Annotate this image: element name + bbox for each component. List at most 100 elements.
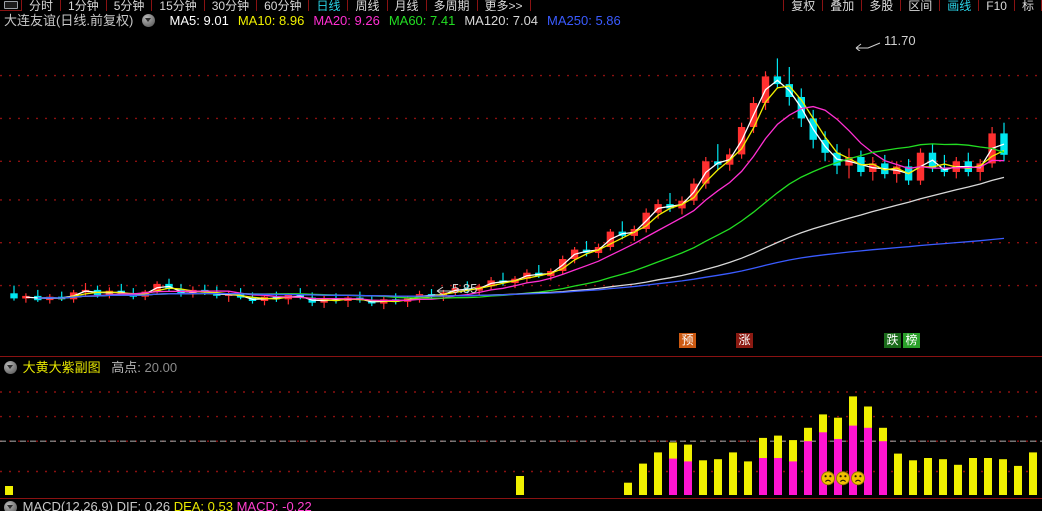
window-glyph xyxy=(3,1,18,9)
toolbar-tool-1[interactable]: 叠加 xyxy=(823,0,863,11)
indicator-bar-magenta-11 xyxy=(759,458,767,495)
indicator-bar-yellow-0 xyxy=(5,486,13,495)
ma-legend-item-2: MA20: 9.26 xyxy=(313,13,380,28)
low-pointer-arrow xyxy=(436,286,452,296)
toolbar-item-10[interactable]: 更多>> xyxy=(478,0,531,11)
indicator-bar-magenta-5 xyxy=(669,458,677,495)
rank-badge-2[interactable]: 跌 xyxy=(884,333,901,348)
top-toolbar[interactable]: 分时 1分钟 5分钟 15分钟 30分钟 60分钟 日线 周线 月线 多周期 更多>> 复权 叠加 多股… xyxy=(0,0,1042,12)
toolbar-item-9[interactable]: 多周期 xyxy=(427,0,478,11)
rank-badge-3[interactable]: 榜 xyxy=(903,333,920,348)
macd-panel[interactable]: MACD(12,26,9) DIF: 0.26 DEA: 0.53 MACD: … xyxy=(0,498,1042,511)
candle-body xyxy=(10,293,18,299)
indicator-bar-magenta-6 xyxy=(684,461,692,495)
frowning-face-icon xyxy=(851,471,865,486)
high-price-callout: 11.70 xyxy=(855,33,916,51)
sub-chart-panel[interactable]: 大黄大紫副图 高点: 20.00 xyxy=(0,356,1042,499)
toolbar-item-7[interactable]: 周线 xyxy=(348,0,388,11)
toolbar-tool-2[interactable]: 多股 xyxy=(862,0,902,11)
ma-legend-item-3: MA60: 7.41 xyxy=(388,13,456,28)
toolbar-item-6[interactable]: 日线 xyxy=(309,0,349,11)
ma-line-MA5 xyxy=(25,79,1005,303)
toolbar-item-8[interactable]: 月线 xyxy=(388,0,427,11)
indicator-bar-yellow-22 xyxy=(924,458,932,495)
chevron-down-circle-icon[interactable] xyxy=(141,14,155,27)
indicator-bar-magenta-16 xyxy=(834,439,842,495)
window-icon[interactable] xyxy=(0,0,22,11)
indicator-bar-yellow-9 xyxy=(729,452,737,495)
price-plot[interactable] xyxy=(0,31,1042,355)
dif-label: DIF: xyxy=(116,499,142,511)
indicator-bar-yellow-3 xyxy=(639,463,647,495)
main-chart-panel[interactable]: 大连友谊(日线.前复权) MA5: 9.01 MA10: 8.96 MA20: 9.… xyxy=(0,11,1042,355)
indicator-bar-magenta-14 xyxy=(804,441,812,495)
toolbar-spacer xyxy=(531,0,785,11)
toolbar-period-group[interactable]: 分时 1分钟 5分钟 15分钟 30分钟 60分钟 日线 周线 月线 多周期 更多>> xyxy=(22,0,531,11)
chevron-down-circle-icon[interactable] xyxy=(4,501,17,511)
main-chart-header: 大连友谊(日线.前复权) MA5: 9.01 MA10: 8.96 MA20: 9.… xyxy=(0,11,621,31)
sub-stat-label: 高点: xyxy=(111,360,141,375)
candlestick-series xyxy=(10,58,1008,310)
indicator-bar-yellow-8 xyxy=(714,459,722,495)
indicator-bar-yellow-27 xyxy=(999,459,1007,495)
ma-line-MA20 xyxy=(37,105,1005,302)
toolbar-item-2[interactable]: 5分钟 xyxy=(107,0,153,11)
dea-label: DEA: xyxy=(173,499,205,511)
indicator-bar-yellow-24 xyxy=(954,464,962,495)
toolbar-item-3[interactable]: 15分钟 xyxy=(152,0,205,11)
indicator-plot[interactable] xyxy=(0,377,1042,499)
low-price-value: 5.85 xyxy=(452,281,478,296)
ma-legend-item-1: MA10: 8.96 xyxy=(237,13,305,28)
high-pointer-line xyxy=(855,42,881,51)
stock-name[interactable]: 大连友谊 xyxy=(4,13,57,28)
toolbar-item-4[interactable]: 30分钟 xyxy=(205,0,258,11)
indicator-bar-yellow-7 xyxy=(699,460,707,495)
sub-stat-value: 20.00 xyxy=(144,360,178,375)
indicator-bar-yellow-21 xyxy=(909,460,917,495)
ma-legend: MA5: 9.01 MA10: 8.96 MA20: 9.26 MA60: 7.41 M… xyxy=(161,13,621,28)
indicator-bar-yellow-26 xyxy=(984,458,992,495)
ma-line-MA10 xyxy=(37,85,1005,303)
toolbar-item-1[interactable]: 1分钟 xyxy=(61,0,107,11)
frowning-face-icon xyxy=(836,471,850,486)
toolbar-tools-group[interactable]: 复权 叠加 多股 区间 画线 F10 标 xyxy=(784,0,1042,11)
indicator-bar-magenta-17 xyxy=(849,425,857,495)
toolbar-tool-5[interactable]: F10 xyxy=(979,0,1015,11)
indicator-bar-yellow-2 xyxy=(624,482,632,495)
toolbar-tool-4[interactable]: 画线 xyxy=(940,0,980,11)
ma-legend-item-5: MA250: 5.86 xyxy=(547,13,621,28)
ma-legend-item-0: MA5: 9.01 xyxy=(169,13,229,28)
indicator-bar-magenta-15 xyxy=(819,432,827,495)
indicator-bar-magenta-12 xyxy=(774,458,782,495)
ma-line-MA250 xyxy=(37,237,1005,299)
rank-badge-strip: 预 涨 跌榜 xyxy=(0,333,1042,351)
period-label: (日线.前复权) xyxy=(56,13,134,28)
high-price-value: 11.70 xyxy=(884,33,916,48)
dif-value: 0.26 xyxy=(144,499,171,511)
indicator-bar-yellow-20 xyxy=(894,453,902,495)
low-price-callout: 5.85 xyxy=(436,281,478,296)
macd-title-text: MACD(12,26,9) xyxy=(22,499,113,511)
rank-badge-1[interactable]: 涨 xyxy=(736,333,753,348)
toolbar-item-5[interactable]: 60分钟 xyxy=(257,0,310,11)
indicator-bar-yellow-25 xyxy=(969,458,977,495)
toolbar-tool-6[interactable]: 标 xyxy=(1015,0,1042,11)
indicator-bar-yellow-23 xyxy=(939,459,947,495)
indicator-bar-yellow-29 xyxy=(1029,452,1037,495)
toolbar-item-0[interactable]: 分时 xyxy=(22,0,62,11)
sub-chart-header: 大黄大紫副图 高点: 20.00 xyxy=(0,359,177,377)
frowning-face-icon xyxy=(821,471,835,486)
macd-value: -0.22 xyxy=(282,499,312,511)
dea-value: 0.53 xyxy=(207,499,233,511)
indicator-bar-magenta-19 xyxy=(879,441,887,495)
macd-label: MACD: xyxy=(236,499,279,511)
indicator-bar-yellow-28 xyxy=(1014,465,1022,495)
rank-badge-0[interactable]: 预 xyxy=(679,333,696,348)
toolbar-tool-3[interactable]: 区间 xyxy=(901,0,941,11)
macd-header: MACD(12,26,9) DIF: 0.26 DEA: 0.53 MACD: … xyxy=(4,500,312,511)
toolbar-tool-0[interactable]: 复权 xyxy=(784,0,824,11)
indicator-name[interactable]: 大黄大紫副图 xyxy=(22,360,101,375)
indicator-bar-magenta-18 xyxy=(864,427,872,495)
chevron-down-circle-icon[interactable] xyxy=(4,361,17,374)
indicator-bar-yellow-10 xyxy=(744,461,752,495)
